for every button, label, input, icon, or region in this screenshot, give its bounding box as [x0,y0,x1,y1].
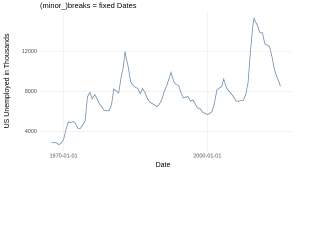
y-tick-label: 4000 [25,129,37,135]
y-axis-title: US Unemployed in Thousands [4,33,11,128]
x-tick-label: 2000-01-01 [193,153,221,159]
y-tick-label: 12000 [22,49,37,55]
x-axis-title: Date [156,162,171,169]
y-tick-label: 8000 [25,89,37,95]
x-tick-label: 1970-01-01 [49,153,77,159]
chart: (minor_)breaks = fixed Dates Date US Une… [4,1,292,169]
line [51,16,281,146]
chart-title: (minor_)breaks = fixed Dates [40,1,137,10]
